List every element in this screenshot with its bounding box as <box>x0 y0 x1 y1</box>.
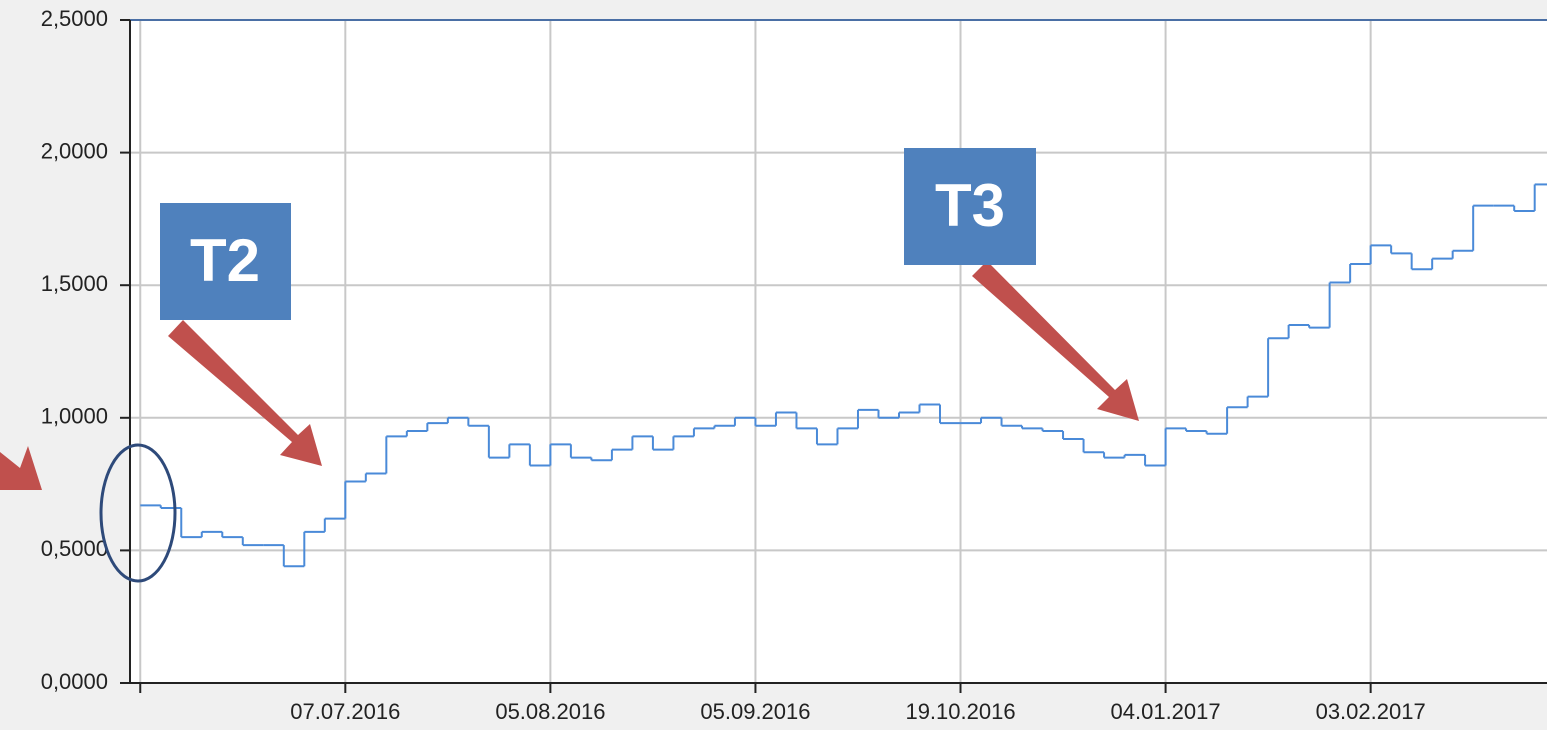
annotation-label: T2 <box>190 227 260 294</box>
annotations: T2 T3 <box>0 148 1139 583</box>
x-tick-label: 05.08.2016 <box>495 699 605 724</box>
plot-area <box>130 20 1547 683</box>
marks <box>140 183 1547 568</box>
x-tick-label: 19.10.2016 <box>905 699 1015 724</box>
y-tick-label: 2,5000 <box>41 6 108 31</box>
arrow <box>0 446 42 490</box>
x-tick-label: 03.02.2017 <box>1316 699 1426 724</box>
y-tick-label: 1,0000 <box>41 404 108 429</box>
y-tick-label: 0,0000 <box>41 669 108 694</box>
highlight-ellipse <box>99 443 177 583</box>
arrow <box>168 320 322 466</box>
arrow <box>972 261 1139 421</box>
y-tick-label: 2,0000 <box>41 138 108 163</box>
annotation-box <box>160 203 291 320</box>
x-tick-label: 07.07.2016 <box>290 699 400 724</box>
y-tick-label: 1,5000 <box>41 271 108 296</box>
y-tick-label: 0,5000 <box>41 536 108 561</box>
grid: 0,0000 0,5000 1,0000 1,5000 2,0000 2,5000 07.0… <box>41 6 1547 724</box>
x-tick-label: 04.01.2017 <box>1111 699 1221 724</box>
x-tick-label: 05.09.2016 <box>700 699 810 724</box>
annotation-box <box>904 148 1036 265</box>
annotation-label: T3 <box>935 172 1005 239</box>
